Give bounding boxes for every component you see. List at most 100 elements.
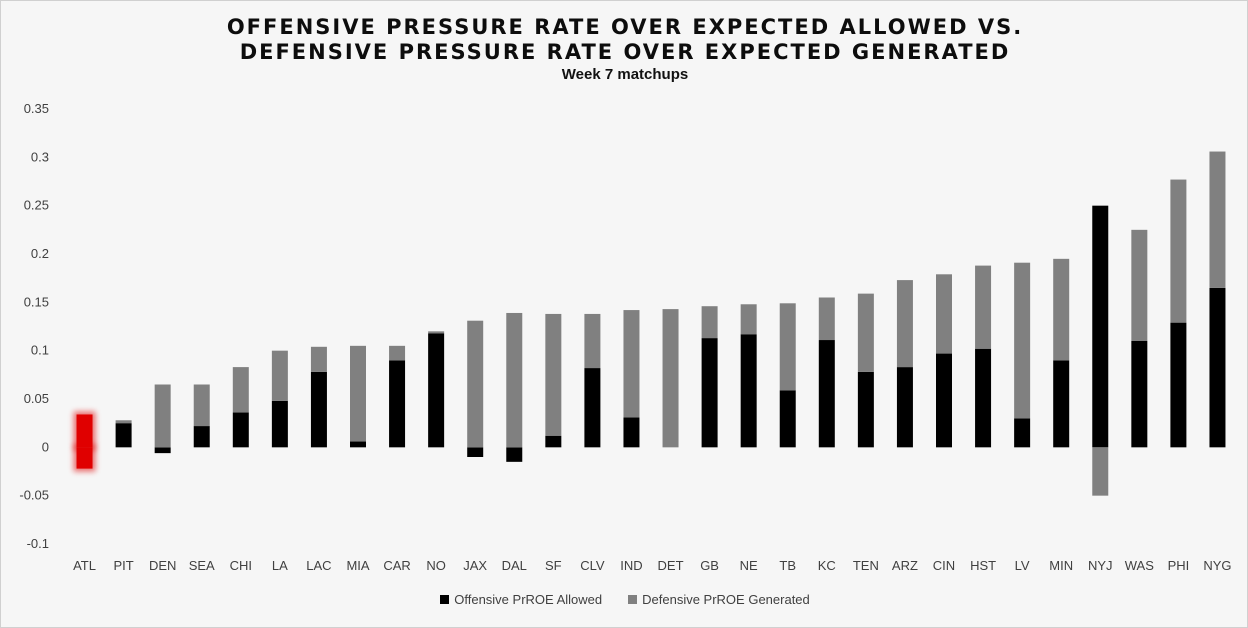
x-tick-label: LAC — [306, 558, 331, 573]
bar-den-offensive — [154, 447, 171, 454]
x-tick-label: SEA — [189, 558, 215, 573]
x-tick-label: WAS — [1125, 558, 1154, 573]
bar-gb-offensive — [701, 338, 718, 448]
y-tick-label: 0 — [42, 439, 49, 454]
bar-ind-offensive — [623, 417, 640, 448]
bar-mia-offensive — [350, 441, 366, 448]
y-tick-label: 0.3 — [31, 149, 49, 164]
x-tick-label: HST — [970, 558, 996, 573]
bar-car-offensive — [389, 360, 406, 448]
legend-label-defensive: Defensive PrROE Generated — [642, 592, 810, 607]
y-tick-label: 0.05 — [24, 391, 49, 406]
legend-item-defensive: Defensive PrROE Generated — [628, 592, 810, 607]
bar-pit-defensive — [115, 420, 132, 424]
bar-car-defensive — [389, 345, 406, 361]
x-tick-label: ARZ — [892, 558, 918, 573]
bar-clv-offensive — [584, 368, 601, 448]
bar-no-defensive — [428, 331, 445, 334]
bar-pit-offensive — [115, 423, 132, 448]
bar-min-offensive — [1053, 360, 1070, 448]
bar-tb-offensive — [779, 390, 796, 448]
legend: Offensive PrROE Allowed Defensive PrROE … — [1, 592, 1247, 607]
bar-mia-defensive — [350, 345, 366, 442]
bar-sea-defensive — [193, 384, 210, 427]
x-tick-label: TB — [779, 558, 796, 573]
y-tick-label: 0.15 — [24, 294, 49, 309]
bar-sf-offensive — [545, 435, 562, 448]
bar-ten-defensive — [857, 293, 874, 372]
bar-was-offensive — [1131, 341, 1148, 448]
x-tick-label: PHI — [1168, 558, 1190, 573]
bar-chi-defensive — [232, 367, 249, 413]
x-tick-label: CLV — [580, 558, 605, 573]
bar-kc-offensive — [818, 340, 835, 448]
y-tick-label: -0.1 — [27, 536, 49, 551]
bar-lv-offensive — [1014, 418, 1031, 448]
bar-kc-defensive — [818, 297, 835, 341]
x-tick-label: CAR — [383, 558, 410, 573]
x-tick-label: CHI — [230, 558, 252, 573]
bar-chi-offensive — [232, 412, 249, 448]
bar-ne-defensive — [740, 304, 757, 335]
x-tick-label: LV — [1015, 558, 1030, 573]
bar-atl-defensive — [76, 447, 93, 469]
legend-swatch-defensive — [628, 595, 638, 604]
bar-arz-offensive — [896, 367, 913, 448]
x-tick-label: DET — [658, 558, 684, 573]
bar-ne-offensive — [740, 334, 757, 448]
x-tick-label: ATL — [73, 558, 96, 573]
bar-cin-offensive — [936, 353, 952, 448]
bar-hst-offensive — [975, 348, 992, 448]
chart-title-line-2: DEFENSIVE PRESSURE RATE OVER EXPECTED GE… — [239, 40, 1011, 64]
x-tick-label: NO — [426, 558, 446, 573]
bar-ind-defensive — [623, 310, 640, 418]
x-tick-label: MIN — [1049, 558, 1073, 573]
bar-was-defensive — [1131, 229, 1148, 341]
x-tick-label: TEN — [853, 558, 879, 573]
bar-series — [73, 151, 1226, 496]
bar-dal-offensive — [506, 447, 523, 462]
chart-title-line-1: OFFENSIVE PRESSURE RATE OVER EXPECTED AL… — [226, 15, 1024, 39]
bar-nyg-defensive — [1209, 151, 1226, 288]
bar-clv-defensive — [584, 313, 601, 369]
x-tick-label: SF — [545, 558, 562, 573]
bar-det-defensive — [662, 309, 679, 448]
x-tick-label: KC — [818, 558, 836, 573]
bar-nyg-offensive — [1209, 287, 1226, 448]
x-tick-label: DAL — [502, 558, 527, 573]
legend-swatch-offensive — [440, 595, 450, 604]
bar-lac-offensive — [310, 371, 327, 448]
x-tick-label: NE — [740, 558, 758, 573]
bar-phi-offensive — [1170, 322, 1187, 448]
x-tick-label: MIA — [346, 558, 369, 573]
legend-label-offensive: Offensive PrROE Allowed — [454, 592, 603, 607]
y-tick-label: 0.25 — [24, 198, 49, 213]
y-tick-label: 0.35 — [24, 101, 49, 116]
x-axis: ATL PIT DEN SEA CHI LA LAC MIA CAR NO JAX DAL SF CLV I… — [73, 558, 1231, 573]
bar-jax-offensive — [467, 447, 484, 457]
x-tick-label: JAX — [463, 558, 487, 573]
x-tick-label: IND — [620, 558, 642, 573]
bar-phi-defensive — [1170, 179, 1187, 323]
bar-no-offensive — [428, 333, 445, 448]
legend-item-offensive: Offensive PrROE Allowed — [440, 592, 602, 607]
bar-ten-offensive — [857, 371, 874, 448]
bar-lac-defensive — [310, 346, 327, 372]
bar-la-defensive — [271, 350, 288, 401]
bar-sf-defensive — [545, 313, 562, 436]
chart-subtitle: Week 7 matchups — [561, 66, 689, 83]
y-axis: 0.35 0.3 0.25 0.2 0.15 0.1 0.05 0 -0.05 -0.1 — [19, 101, 49, 551]
y-tick-label: -0.05 — [19, 488, 49, 503]
bar-nyj-offensive — [1092, 205, 1109, 448]
x-tick-label: PIT — [113, 558, 133, 573]
bar-sea-offensive — [193, 426, 210, 448]
bar-gb-defensive — [701, 306, 718, 339]
x-tick-label: NYG — [1203, 558, 1231, 573]
y-tick-label: 0.2 — [31, 246, 49, 261]
bar-cin-defensive — [936, 274, 952, 354]
x-tick-label: DEN — [149, 558, 176, 573]
bar-den-defensive — [154, 384, 171, 448]
x-tick-label: LA — [272, 558, 288, 573]
